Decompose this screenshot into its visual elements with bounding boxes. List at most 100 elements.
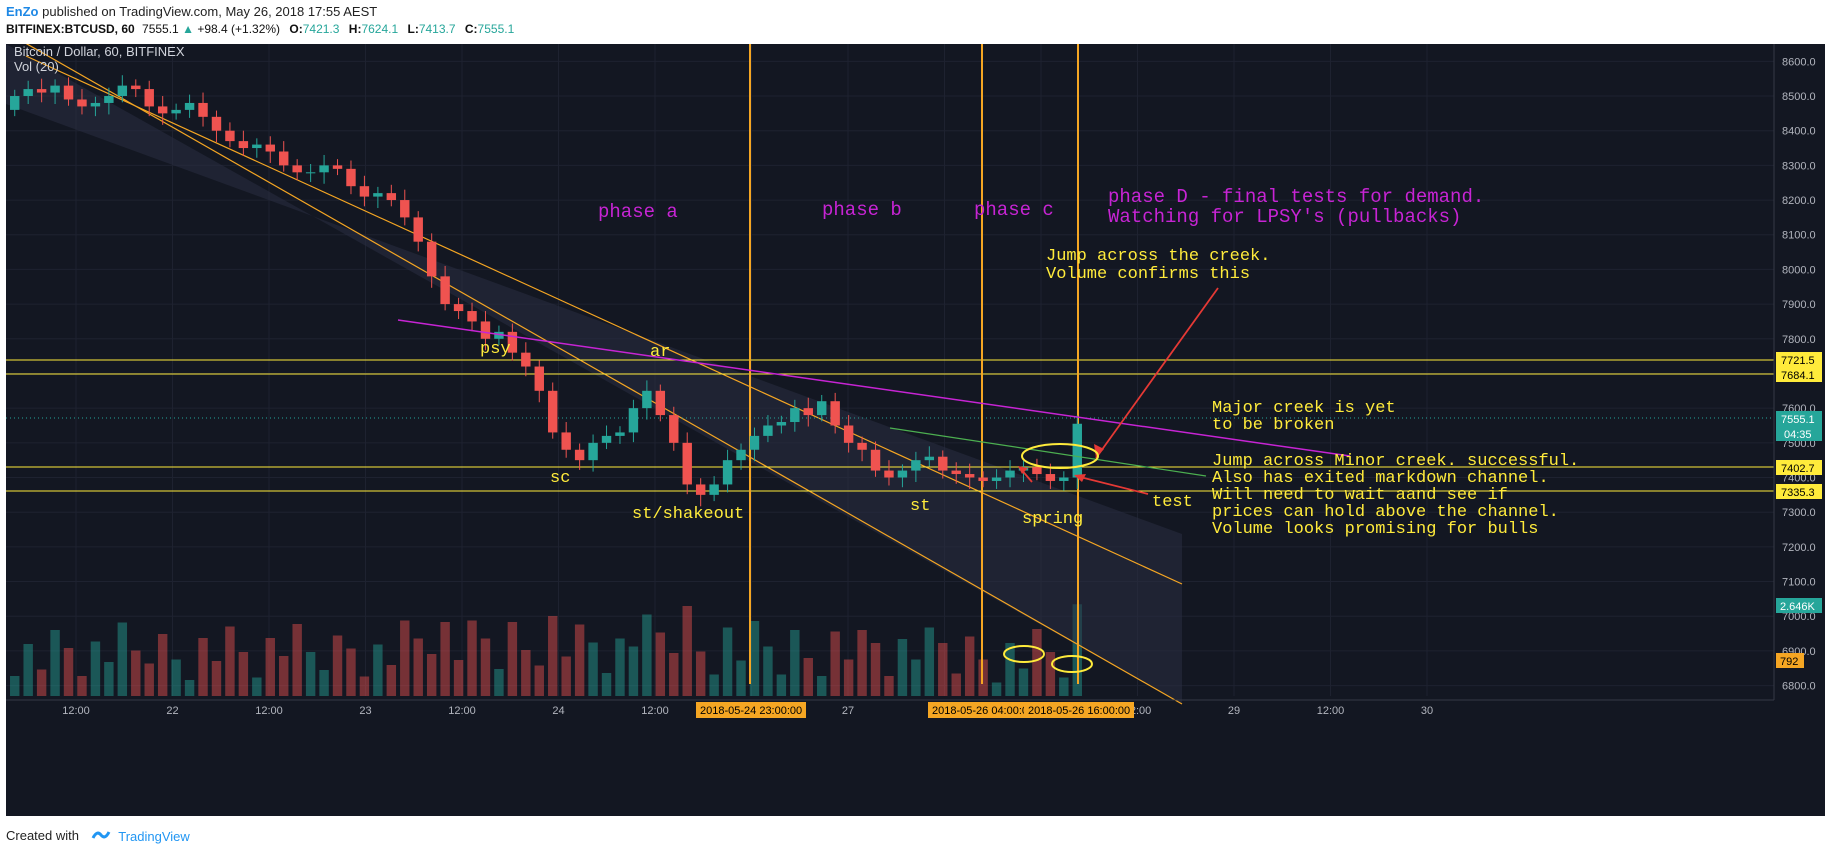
candle-body[interactable] <box>507 331 518 353</box>
phase-b-label[interactable]: phase b <box>822 199 902 221</box>
st-shakeout-label[interactable]: st/shakeout <box>632 505 744 524</box>
volume-bar[interactable] <box>561 656 571 697</box>
tradingview-link[interactable]: TradingView <box>118 829 190 845</box>
volume-bar[interactable] <box>413 638 423 697</box>
volume-bar[interactable] <box>332 635 343 697</box>
candle-body[interactable] <box>10 96 20 110</box>
candle-body[interactable] <box>225 130 235 142</box>
volume-bar[interactable] <box>198 638 208 696</box>
volume-bar[interactable] <box>669 653 679 696</box>
candle-body[interactable] <box>803 408 813 416</box>
candle-body[interactable] <box>1059 477 1069 481</box>
candle-body[interactable] <box>117 85 128 97</box>
volume-bar[interactable] <box>897 639 908 696</box>
chart-area[interactable]: phase a phase b phase c phase D - final … <box>5 31 1825 816</box>
spring-label[interactable]: spring <box>1022 510 1083 529</box>
candle-body[interactable] <box>749 435 760 450</box>
phase-d-label-line1[interactable]: phase D - final tests for demand. <box>1108 186 1484 208</box>
volume-bar[interactable] <box>171 659 181 697</box>
candle-body[interactable] <box>157 106 168 114</box>
candle-body[interactable] <box>77 99 87 107</box>
volume-bar[interactable] <box>386 665 397 696</box>
candle-body[interactable] <box>238 141 249 149</box>
volume-bar[interactable] <box>628 646 639 697</box>
candle-body[interactable] <box>346 168 356 187</box>
candle-body[interactable] <box>588 442 598 461</box>
candle-body[interactable] <box>292 165 302 173</box>
volume-bar[interactable] <box>252 677 262 697</box>
psy-label[interactable]: psy <box>480 340 511 359</box>
candle-body[interactable] <box>978 477 988 481</box>
candle-body[interactable] <box>817 401 827 416</box>
volume-bar[interactable] <box>1032 629 1042 696</box>
candle-body[interactable] <box>252 144 262 149</box>
candle-body[interactable] <box>373 193 383 197</box>
volume-bar[interactable] <box>803 658 813 696</box>
jump-note-line1[interactable]: Jump across the creek. <box>1046 247 1270 266</box>
volume-bar[interactable] <box>951 673 961 697</box>
volume-bar[interactable] <box>884 676 894 696</box>
volume-bar[interactable] <box>924 627 935 697</box>
candle-body[interactable] <box>1032 467 1042 475</box>
volume-bar[interactable] <box>144 663 154 697</box>
volume-bar[interactable] <box>157 634 168 696</box>
volume-bar[interactable] <box>601 673 612 696</box>
candle-body[interactable] <box>453 304 464 312</box>
st-label[interactable]: st <box>910 497 930 516</box>
candle-body[interactable] <box>521 352 531 367</box>
candle-body[interactable] <box>709 484 719 495</box>
volume-bar[interactable] <box>319 670 329 696</box>
candle-body[interactable] <box>265 144 275 152</box>
candle-body[interactable] <box>50 85 60 93</box>
tradingview-logo-icon[interactable] <box>91 829 111 844</box>
phase-c-label[interactable]: phase c <box>974 199 1054 221</box>
candle-body[interactable] <box>211 116 222 131</box>
candle-body[interactable] <box>1005 470 1015 478</box>
candle-body[interactable] <box>413 217 423 242</box>
volume-bar[interactable] <box>695 651 706 697</box>
volume-bar[interactable] <box>776 674 787 697</box>
minor-creek-note-line5[interactable]: Volume looks promising for bulls <box>1212 520 1538 539</box>
candle-body[interactable] <box>548 390 558 433</box>
volume-bar[interactable] <box>722 627 733 697</box>
volume-bar[interactable] <box>938 643 948 696</box>
candle-body[interactable] <box>359 186 370 197</box>
volume-bar[interactable] <box>467 620 477 697</box>
candle-body[interactable] <box>911 460 921 471</box>
volume-bar[interactable] <box>857 630 867 696</box>
volume-bar[interactable] <box>574 624 585 697</box>
volume-bar[interactable] <box>400 620 410 697</box>
price-chart[interactable]: phase a phase b phase c phase D - final … <box>5 31 1825 816</box>
candle-body[interactable] <box>951 470 961 475</box>
volume-bar[interactable] <box>265 638 275 696</box>
candle-body[interactable] <box>991 477 1002 481</box>
candle-body[interactable] <box>534 366 544 391</box>
major-creek-note-line1[interactable]: Major creek is yet <box>1212 399 1396 418</box>
candle-body[interactable] <box>184 102 195 110</box>
phase-a-label[interactable]: phase a <box>598 201 678 223</box>
candle-body[interactable] <box>171 109 181 114</box>
volume-bar[interactable] <box>238 652 249 696</box>
jump-note-line2[interactable]: Volume confirms this <box>1046 265 1250 284</box>
candle-body[interactable] <box>104 96 114 103</box>
volume-legend[interactable]: Vol (20) <box>14 59 59 74</box>
volume-bar[interactable] <box>131 650 141 697</box>
volume-bar[interactable] <box>642 614 652 697</box>
candle-body[interactable] <box>90 102 101 107</box>
volume-bar[interactable] <box>373 644 383 697</box>
candle-body[interactable] <box>843 425 854 443</box>
candle-body[interactable] <box>440 276 450 305</box>
volume-bar[interactable] <box>292 624 302 696</box>
sc-label[interactable]: sc <box>550 469 570 488</box>
candle-body[interactable] <box>1072 423 1082 478</box>
candle-body[interactable] <box>642 390 652 409</box>
volume-bar[interactable] <box>10 676 20 696</box>
candle-body[interactable] <box>386 193 397 201</box>
minor-creek-note-line3[interactable]: Will need to wait aand see if <box>1212 486 1508 505</box>
candle-body[interactable] <box>400 200 410 218</box>
candle-body[interactable] <box>830 401 840 426</box>
major-creek-note-line2[interactable]: to be broken <box>1212 416 1334 435</box>
volume-bar[interactable] <box>63 648 74 696</box>
volume-bar[interactable] <box>655 632 666 697</box>
volume-bar[interactable] <box>36 669 47 697</box>
